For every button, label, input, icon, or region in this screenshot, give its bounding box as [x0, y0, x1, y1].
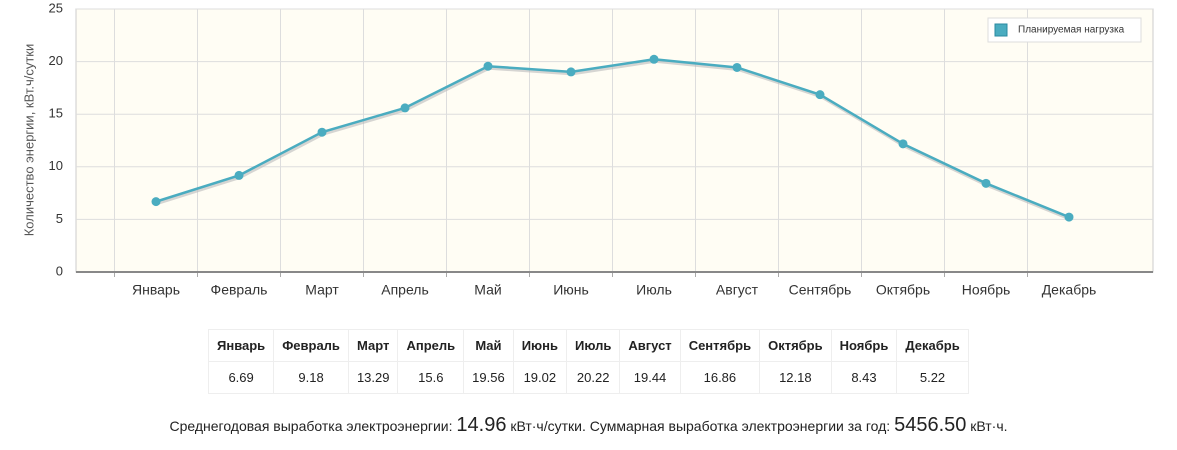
x-tick-label: Сентябрь [789, 282, 852, 298]
summary-text: Среднегодовая выработка электроэнергии: [169, 418, 457, 434]
point [317, 127, 327, 137]
chart: Количество энергии, кВт.ч/сутки 0 5 10 15 20… [21, 0, 1154, 298]
summary-text: кВт·ч/сутки. Суммарная выработка электро… [506, 418, 895, 434]
table-cell: 5.22 [896, 361, 969, 394]
table-cell: 12.18 [759, 361, 832, 394]
x-tick-label: Август [716, 282, 759, 298]
point [732, 62, 742, 72]
point [234, 170, 244, 180]
table-header-cell: Апрель [397, 329, 465, 362]
point [400, 103, 410, 113]
table-header-cell: Ноябрь [830, 329, 898, 362]
x-tick-label: Июнь [553, 282, 589, 298]
legend-label: Планируемая нагрузка [1018, 25, 1125, 36]
x-tick-label: Январь [132, 282, 180, 298]
point [898, 139, 908, 149]
table-header-cell: Март [347, 329, 399, 362]
line-shadow [156, 59, 1071, 221]
x-tick-label: Март [305, 282, 339, 298]
x-tick-label: Июль [636, 282, 672, 298]
y-tick-label: 5 [56, 211, 63, 226]
plot-area [75, 8, 1154, 273]
x-tick-label: Май [474, 282, 501, 298]
y-tick-label: 10 [49, 158, 63, 173]
table-cell: 6.69 [207, 361, 275, 394]
table-cell: 13.29 [347, 361, 399, 394]
table-header-cell: Июль [565, 329, 621, 362]
y-tick-label: 25 [49, 0, 63, 15]
x-tick-label: Октябрь [876, 282, 930, 298]
table-row: 6.69 9.18 13.29 15.6 19.56 19.02 20.22 19.44 16.… [207, 361, 969, 394]
point [649, 54, 659, 64]
summary-value: 14.96 [456, 414, 507, 436]
y-tick-label: 0 [56, 263, 63, 278]
table-cell: 20.22 [565, 361, 621, 394]
summary-value: 5456.50 [894, 414, 967, 436]
point [483, 61, 493, 71]
point [815, 90, 825, 100]
data-table: Январь Февраль Март Апрель Май Июнь Июль Август… [207, 329, 969, 394]
legend-swatch [994, 23, 1008, 37]
x-tick-label: Февраль [211, 282, 268, 298]
point [566, 67, 576, 77]
table-cell: 16.86 [679, 361, 761, 394]
table-header-cell: Июнь [512, 329, 568, 362]
legend-box [987, 17, 1142, 43]
table-cell: 15.6 [397, 361, 465, 394]
y-tick-label: 15 [49, 106, 63, 121]
table-cell: 19.02 [512, 361, 568, 394]
table-header-cell: Август [619, 329, 681, 362]
table-header-cell: Май [463, 329, 514, 362]
point [1064, 212, 1074, 222]
y-tick-label: 20 [49, 53, 63, 68]
table-cell: 19.44 [619, 361, 681, 394]
point [151, 197, 161, 207]
table-header: Январь Февраль Март Апрель Май Июнь Июль Август… [207, 329, 969, 362]
table-header-cell: Февраль [273, 329, 349, 362]
table-header-cell: Январь [207, 329, 275, 362]
series-line [155, 58, 1070, 219]
x-tick-label: Ноябрь [962, 282, 1011, 298]
summary: Среднегодовая выработка электроэнергии: … [0, 414, 1177, 437]
summary-text: кВт·ч. [966, 418, 1008, 434]
table-cell: 19.56 [463, 361, 514, 394]
table-cell: 9.18 [273, 361, 349, 394]
table-header-cell: Сентябрь [679, 329, 761, 362]
table-cell: 8.43 [830, 361, 898, 394]
point [981, 178, 991, 188]
x-tick-label: Декабрь [1042, 282, 1097, 298]
table-header-cell: Декабрь [896, 329, 969, 362]
y-axis-label: Количество энергии, кВт.ч/сутки [21, 44, 36, 237]
x-tick-label: Апрель [381, 282, 429, 298]
table-header-cell: Октябрь [759, 329, 832, 362]
